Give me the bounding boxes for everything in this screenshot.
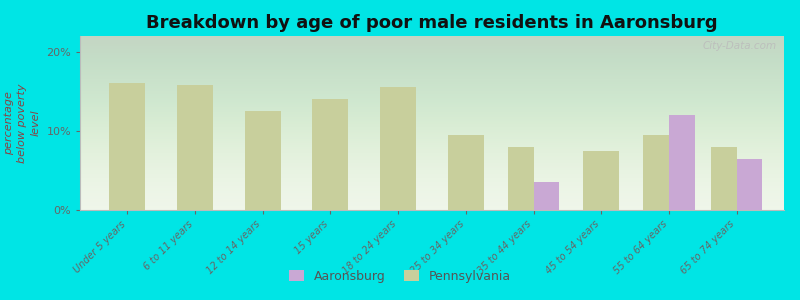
- Bar: [245, 111, 281, 210]
- Bar: [737, 159, 762, 210]
- Bar: [380, 87, 416, 210]
- Bar: [711, 147, 737, 210]
- Bar: [110, 83, 146, 210]
- Y-axis label: percentage
below poverty
level: percentage below poverty level: [4, 83, 41, 163]
- Bar: [508, 147, 534, 210]
- Bar: [583, 151, 619, 210]
- Bar: [534, 182, 559, 210]
- Bar: [669, 115, 694, 210]
- Bar: [313, 99, 349, 210]
- Bar: [643, 135, 669, 210]
- Text: City-Data.com: City-Data.com: [703, 41, 777, 51]
- Bar: [448, 135, 484, 210]
- Title: Breakdown by age of poor male residents in Aaronsburg: Breakdown by age of poor male residents …: [146, 14, 718, 32]
- Bar: [177, 85, 213, 210]
- Legend: Aaronsburg, Pennsylvania: Aaronsburg, Pennsylvania: [284, 265, 516, 288]
